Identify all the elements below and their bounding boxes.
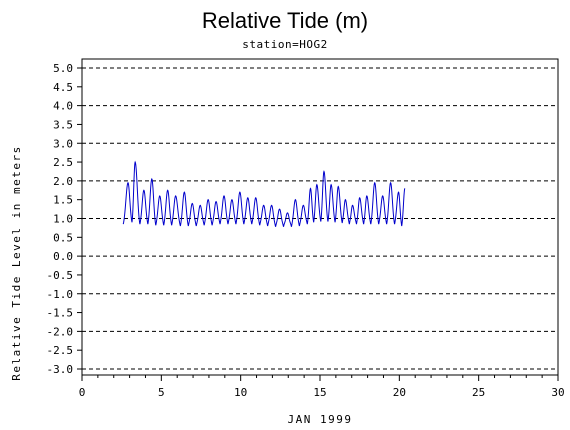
y-tick-label: 1.5 bbox=[53, 194, 73, 207]
chart-title: Relative Tide (m) bbox=[202, 8, 368, 33]
y-tick-label: 1.0 bbox=[53, 213, 73, 226]
x-tick-label: 15 bbox=[313, 386, 326, 399]
y-tick-label: 3.5 bbox=[53, 118, 73, 131]
tide-series-line bbox=[122, 160, 406, 227]
x-axis: 0 5 10 15 20 25 30 bbox=[79, 375, 565, 399]
y-tick-label: 4.5 bbox=[53, 81, 73, 94]
y-tick-label: -2.5 bbox=[47, 344, 74, 357]
x-axis-label: JAN 1999 bbox=[288, 413, 353, 426]
y-tick-label: 4.0 bbox=[53, 100, 73, 113]
x-tick-label: 20 bbox=[393, 386, 406, 399]
x-tick-label: 0 bbox=[79, 386, 86, 399]
y-tick-label: -1.5 bbox=[47, 307, 74, 320]
y-tick-label: 3.0 bbox=[53, 137, 73, 150]
y-tick-label: 2.0 bbox=[53, 175, 73, 188]
y-tick-label: 0.5 bbox=[53, 231, 73, 244]
y-tick-label: -0.5 bbox=[47, 269, 74, 282]
x-tick-label: 5 bbox=[158, 386, 165, 399]
y-tick-label: -2.0 bbox=[47, 325, 74, 338]
y-tick-label: 5.0 bbox=[53, 62, 73, 75]
y-axis-label: Relative Tide Level in meters bbox=[10, 145, 23, 381]
x-tick-label: 25 bbox=[472, 386, 485, 399]
y-tick-label: -3.0 bbox=[47, 363, 74, 376]
chart-subtitle: station=HOG2 bbox=[242, 38, 327, 51]
y-tick-label: 2.5 bbox=[53, 156, 73, 169]
x-tick-label: 30 bbox=[551, 386, 564, 399]
y-axis: 5.0 4.5 4.0 3.5 3.0 2.5 2.0 1.5 1.0 0.5 0.0 -0.5 -1.… bbox=[47, 62, 82, 376]
y-tick-label: 0.0 bbox=[53, 250, 73, 263]
x-tick-label: 10 bbox=[234, 386, 247, 399]
y-tick-label: -1.0 bbox=[47, 288, 74, 301]
